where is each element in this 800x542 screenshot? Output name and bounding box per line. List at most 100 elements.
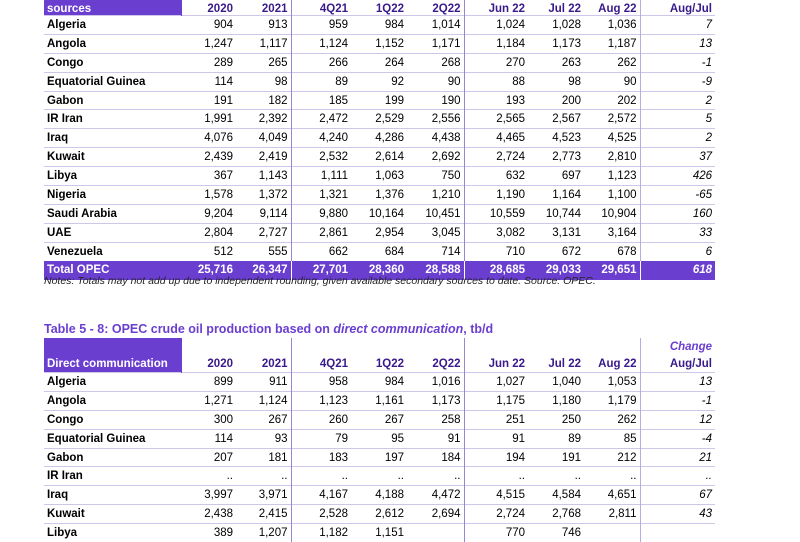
value-cell: 193 [464, 91, 528, 110]
value-cell: 2,692 [407, 148, 464, 167]
value-cell: 1,027 [464, 373, 528, 392]
country-cell: Saudi Arabia [44, 204, 181, 223]
value-cell: 262 [584, 410, 640, 429]
column-header: Jun 22 [464, 355, 528, 373]
value-cell: 4,049 [236, 129, 291, 148]
value-cell: 672 [528, 242, 584, 260]
country-cell: Gabon [44, 448, 181, 467]
value-cell: 3,971 [236, 486, 291, 505]
value-cell: 1,123 [584, 167, 640, 186]
value-cell: 263 [528, 53, 584, 72]
value-cell: 93 [236, 429, 291, 448]
value-cell: .. [407, 467, 464, 486]
value-cell: 89 [528, 429, 584, 448]
value-cell: 79 [291, 429, 351, 448]
row-label-header: Direct communication [44, 355, 181, 373]
value-cell: 2,614 [351, 148, 407, 167]
value-cell: 3,131 [528, 223, 584, 242]
value-cell: 251 [464, 410, 528, 429]
column-header: Jul 22 [528, 0, 584, 16]
column-header: 2Q22 [407, 0, 464, 16]
table-note: Notes: Totals may not add up due to inde… [44, 275, 596, 287]
value-cell: .. [464, 467, 528, 486]
value-cell: 3,997 [181, 486, 236, 505]
value-cell: 212 [584, 448, 640, 467]
country-cell: UAE [44, 223, 181, 242]
column-header: Jul 22 [528, 355, 584, 373]
value-cell: 1,173 [528, 34, 584, 53]
table-caption: Table 5 - 8: OPEC crude oil production b… [44, 322, 493, 336]
country-cell: Angola [44, 34, 181, 53]
change-cell: 7 [640, 16, 715, 35]
value-cell: 2,768 [528, 505, 584, 524]
value-cell: 2,392 [236, 110, 291, 129]
value-cell: 194 [464, 448, 528, 467]
change-cell: -1 [640, 53, 715, 72]
change-cell: 160 [640, 204, 715, 223]
value-cell: 88 [464, 72, 528, 91]
value-cell: 207 [181, 448, 236, 467]
value-cell: 9,880 [291, 204, 351, 223]
column-header: 2020 [181, 0, 236, 16]
value-cell: 632 [464, 167, 528, 186]
column-header: Jun 22 [464, 0, 528, 16]
value-cell: 1,247 [181, 34, 236, 53]
value-cell: 114 [181, 72, 236, 91]
value-cell: 1,143 [236, 167, 291, 186]
value-cell: 4,167 [291, 486, 351, 505]
value-cell: 1,124 [236, 391, 291, 410]
value-cell: 512 [181, 242, 236, 260]
change-cell: 6 [640, 242, 715, 260]
value-cell: 1,036 [584, 16, 640, 35]
value-cell: 1,180 [528, 391, 584, 410]
country-cell: Iraq [44, 129, 181, 148]
value-cell: 984 [351, 373, 407, 392]
column-header: 4Q21 [291, 355, 351, 373]
value-cell: 2,804 [181, 223, 236, 242]
row-label-header: sources [44, 0, 181, 16]
value-cell: 1,063 [351, 167, 407, 186]
change-cell: .. [640, 467, 715, 486]
value-cell: 10,164 [351, 204, 407, 223]
value-cell: .. [181, 467, 236, 486]
column-header: Aug/Jul [640, 355, 715, 373]
value-cell: 2,472 [291, 110, 351, 129]
value-cell: 199 [351, 91, 407, 110]
change-cell: 33 [640, 223, 715, 242]
value-cell: 1,173 [407, 391, 464, 410]
value-cell: 300 [181, 410, 236, 429]
value-cell: 4,472 [407, 486, 464, 505]
caption-suffix: , tb/d [463, 322, 493, 336]
value-cell: 2,567 [528, 110, 584, 129]
value-cell: 4,465 [464, 129, 528, 148]
value-cell: 958 [291, 373, 351, 392]
value-cell: 1,111 [291, 167, 351, 186]
change-cell: 618 [640, 261, 715, 280]
country-cell: Libya [44, 167, 181, 186]
value-cell: 2,528 [291, 505, 351, 524]
country-cell: Kuwait [44, 505, 181, 524]
value-cell: 1,210 [407, 186, 464, 205]
value-cell: 262 [584, 53, 640, 72]
value-cell: 1,024 [464, 16, 528, 35]
value-cell: 4,523 [528, 129, 584, 148]
country-cell: Algeria [44, 373, 181, 392]
value-cell: 90 [584, 72, 640, 91]
value-cell: 264 [351, 53, 407, 72]
value-cell: 2,811 [584, 505, 640, 524]
value-cell: 1,321 [291, 186, 351, 205]
country-cell: Algeria [44, 16, 181, 35]
value-cell: 2,612 [351, 505, 407, 524]
